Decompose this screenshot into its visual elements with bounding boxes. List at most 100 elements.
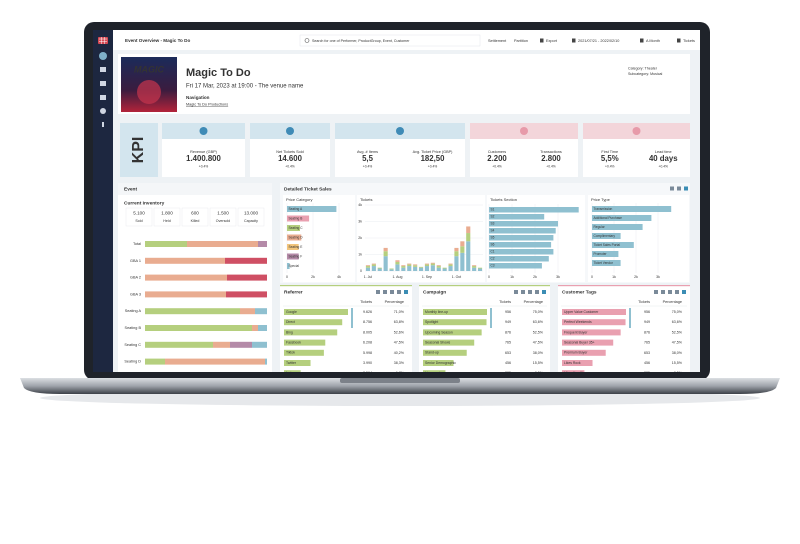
panel-action-icon[interactable] (654, 290, 658, 294)
row-percentage: 38,0% (672, 351, 683, 355)
bar-label: S3 (491, 222, 495, 226)
row-label: Perfect Weekends (564, 320, 592, 324)
row-percentage: 47,5% (672, 341, 683, 345)
table-accent (419, 285, 550, 287)
panel-action-icon[interactable] (684, 186, 688, 191)
table-bar (423, 329, 482, 336)
panel-action-icon[interactable] (514, 290, 518, 294)
x-tick-label: 0 (286, 275, 288, 279)
column-segment (466, 226, 471, 234)
column-segment (436, 267, 441, 271)
toolbar-button[interactable]: 2021/07/21 - 2022/02/10 (578, 39, 619, 43)
bar (592, 251, 619, 257)
search-box[interactable] (299, 34, 481, 47)
row-percentage: 6,7% (396, 371, 405, 375)
kpi-delta: +0.4% (428, 164, 438, 168)
kpi-label-text: Transactions (540, 150, 562, 154)
inventory-segment (252, 325, 258, 331)
panel-action-icon[interactable] (535, 290, 539, 294)
nav-icon[interactable] (102, 122, 104, 127)
panel-action-icon[interactable] (528, 290, 532, 294)
navigation-label: Navigation (186, 95, 210, 100)
column-segment (460, 241, 465, 247)
bar-label: Seating B (289, 216, 303, 220)
nav-icon[interactable] (100, 95, 106, 100)
button-icon (640, 38, 644, 43)
row-tickets: 653 (505, 351, 511, 355)
kpi-delta: +0.4% (363, 164, 373, 168)
row-tickets: 949 (505, 320, 511, 324)
panel-action-icon[interactable] (376, 290, 380, 294)
event-title: Magic To Do (186, 67, 251, 79)
row-tickets: 3.990 (363, 361, 372, 365)
row-percentage: 52,5% (672, 330, 683, 334)
table-accent (280, 285, 412, 287)
panel-action-icon[interactable] (397, 290, 401, 294)
row-label: Seasonal Shows (425, 340, 451, 344)
x-tick-label: 0 (488, 275, 490, 279)
kpi-delta: +0.4% (659, 164, 669, 168)
bar (592, 224, 643, 230)
stat-label: Sold (135, 219, 142, 223)
user-avatar[interactable] (99, 52, 107, 60)
toolbar-button[interactable]: Partition (514, 39, 528, 43)
table-panel (558, 285, 690, 372)
panel-action-icon[interactable] (521, 290, 525, 294)
stat-box (125, 207, 153, 227)
navigation-link[interactable]: Magic To Do Productions (186, 103, 228, 107)
kpi-body (162, 139, 245, 177)
row-percentage: 38,3% (394, 361, 405, 365)
table-bar (284, 309, 348, 315)
x-tick-label: 1k (510, 275, 514, 279)
column-segment (365, 266, 371, 268)
inventory-row-label: GBA 1 (130, 259, 141, 263)
panel-action-icon[interactable] (390, 290, 394, 294)
column-segment (377, 267, 382, 269)
row-percentage: 40,2% (394, 351, 405, 355)
column-segment (413, 265, 418, 267)
toolbar-button[interactable]: Export (546, 39, 558, 43)
row-tickets: 6.208 (363, 341, 372, 345)
column-segment (395, 260, 400, 262)
nav-icon[interactable] (100, 67, 106, 72)
panel-action-icon[interactable] (404, 290, 408, 294)
nav-icon[interactable] (100, 108, 106, 114)
y-tick-label: 4k (358, 203, 362, 207)
toolbar-button[interactable]: A Month (646, 39, 660, 43)
bar (287, 244, 299, 250)
table-bar (284, 329, 338, 336)
panel-action-icon[interactable] (677, 186, 681, 191)
panel-action-icon[interactable] (542, 290, 546, 294)
nav-icon[interactable] (100, 81, 106, 86)
table-bar (423, 370, 446, 372)
panel-action-icon[interactable] (670, 186, 674, 191)
bar (489, 263, 542, 269)
column-segment (389, 268, 394, 270)
row-label: Seasonal Buyer 35+ (564, 340, 595, 344)
panel-action-icon[interactable] (668, 290, 672, 294)
column-segment (454, 251, 459, 257)
bar (489, 228, 556, 234)
search-icon (304, 38, 310, 43)
panel-action-icon[interactable] (675, 290, 679, 294)
kpi-delta: +0.4% (492, 164, 502, 168)
bar (287, 234, 302, 241)
x-tick-label: 1. Jul (364, 275, 373, 279)
panel-action-icon[interactable] (661, 290, 665, 294)
panel-action-icon[interactable] (682, 290, 686, 294)
bar-label: Promoter (594, 252, 608, 256)
event-category: Category: Theater (628, 66, 658, 70)
table-bar (284, 360, 311, 366)
inventory-segment (187, 241, 258, 247)
column-segment (460, 252, 465, 271)
kpi-value: 1.400.800 (186, 154, 221, 163)
row-tickets: 765 (505, 341, 511, 345)
panel-action-icon[interactable] (383, 290, 387, 294)
stat-value: 600 (191, 211, 199, 216)
toolbar-button[interactable]: Settlement (488, 39, 507, 43)
kpi-label-text: Revenue (GBP) (190, 150, 218, 154)
toolbar-button[interactable]: Tickets (683, 39, 695, 43)
column-segment (383, 256, 388, 271)
row-label: Frequent Buyer (564, 330, 588, 334)
column-header: Tickets (638, 300, 650, 304)
